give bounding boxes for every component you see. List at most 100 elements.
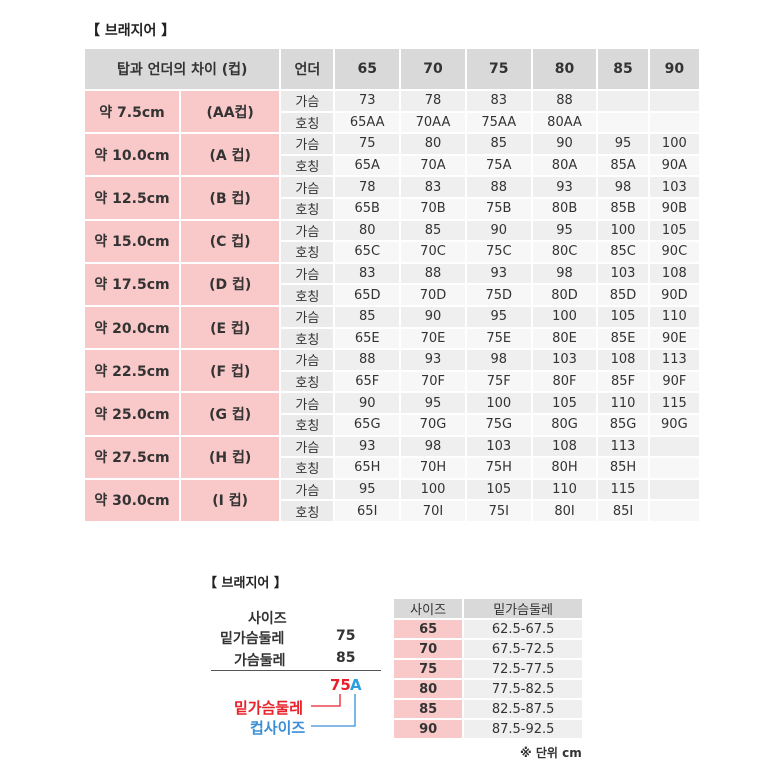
chest-value: 110 xyxy=(647,304,702,329)
cup-difference: 약 20.0cm xyxy=(83,304,181,351)
cup-label: (I 컵) xyxy=(178,477,282,523)
size-name: 80G xyxy=(530,412,599,437)
chest-value: 98 xyxy=(399,434,467,459)
table-row: 호칭 65D 70D 75D 80D 85D 90D xyxy=(84,283,702,307)
size-name: 70C xyxy=(399,240,467,264)
example-under-label: 밑가슴둘레 xyxy=(220,631,285,647)
column-header: 밑가슴둘레 xyxy=(462,597,584,620)
size-name: 85I xyxy=(596,499,650,523)
chest-value: 98 xyxy=(464,348,533,372)
size-name: 75D xyxy=(464,283,533,307)
chest-value: 90 xyxy=(333,391,402,415)
result-under: 75 xyxy=(330,676,351,694)
size-name: 75I xyxy=(464,499,533,523)
row-label: 호칭 xyxy=(279,412,336,437)
size-name: 75C xyxy=(464,240,533,264)
chest-value: 103 xyxy=(596,261,650,286)
table-row: 약 10.0cm (A 컵) 가슴 75 80 85 90 95 100 xyxy=(83,132,702,178)
row-label: 가슴 xyxy=(279,89,336,113)
row-label: 가슴 xyxy=(279,175,336,199)
size-value: 85 xyxy=(391,698,465,720)
size-name: 90G xyxy=(647,412,702,437)
size-name: 85D xyxy=(596,283,650,307)
size-name: 70D xyxy=(399,283,467,307)
size-name: 85C xyxy=(596,240,650,264)
size-name: 65B xyxy=(333,196,402,221)
chest-value: 100 xyxy=(647,132,702,156)
size-name: 85F xyxy=(596,369,650,394)
size-name: 70G xyxy=(399,412,467,437)
size-name: 65I xyxy=(333,499,402,523)
size-name: 80AA xyxy=(530,110,599,135)
chest-value: 93 xyxy=(333,434,402,459)
size-name: 85G xyxy=(596,412,650,437)
size-name xyxy=(596,110,650,135)
table-row: 약 30.0cm (I 컵) 가슴 95 100 105 110 115 xyxy=(83,477,702,523)
table-row: 호칭 65G 70G 75G 80G 85G 90G xyxy=(84,412,702,437)
table-row: 65 62.5-67.5 xyxy=(391,618,584,640)
chest-value: 83 xyxy=(464,89,533,113)
chest-value: 75 xyxy=(333,132,402,156)
column-header: 80 xyxy=(530,47,599,91)
under-range: 67.5-72.5 xyxy=(462,638,584,660)
chest-value: 110 xyxy=(596,391,650,415)
chest-value: 83 xyxy=(333,261,402,286)
chest-value: 85 xyxy=(333,304,402,329)
cup-difference: 약 25.0cm xyxy=(83,391,181,437)
under-range: 62.5-67.5 xyxy=(462,618,584,640)
size-value: 70 xyxy=(391,638,465,660)
cup-label: (E 컵) xyxy=(178,304,282,351)
chest-value: 78 xyxy=(399,89,467,113)
table-row: 90 87.5-92.5 xyxy=(391,718,584,740)
chest-value: 85 xyxy=(399,218,467,243)
cup-difference: 약 30.0cm xyxy=(83,477,181,523)
chest-value: 95 xyxy=(464,304,533,329)
size-name: 90C xyxy=(647,240,702,264)
chest-value: 88 xyxy=(399,261,467,286)
size-name: 90E xyxy=(647,326,702,351)
size-name: 85B xyxy=(596,196,650,221)
chest-value: 105 xyxy=(530,391,599,415)
cup-label: (AA컵) xyxy=(178,88,282,135)
table-row: 호칭 65B 70B 75B 80B 85B 90B xyxy=(84,196,702,221)
chest-value: 105 xyxy=(464,477,533,502)
table-row: 약 12.5cm (B 컵) 가슴 78 83 88 93 98 103 xyxy=(83,175,702,221)
chest-value: 105 xyxy=(647,218,702,243)
cup-difference: 약 22.5cm xyxy=(83,348,181,394)
chest-value: 115 xyxy=(647,391,702,415)
column-header: 85 xyxy=(596,47,650,91)
size-value: 65 xyxy=(391,618,465,640)
table-row: 약 17.5cm (D 컵) 가슴 83 88 93 98 103 108 xyxy=(83,261,702,307)
size-name: 65AA xyxy=(333,110,402,135)
cup-label: (C 컵) xyxy=(178,218,282,264)
chest-value xyxy=(647,89,702,113)
table-row: 호칭 65E 70E 75E 80E 85E 90E xyxy=(84,326,702,351)
bra-size-table: 탑과 언더의 차이 (컵) 언더 65 70 75 80 85 90 약 7.5cm (AA컵)… xyxy=(82,47,702,523)
row-label: 가슴 xyxy=(279,391,336,415)
chest-value: 98 xyxy=(530,261,599,286)
example-title: 【 브래지어 】 xyxy=(204,576,287,591)
cup-difference: 약 10.0cm xyxy=(83,132,181,178)
chest-value: 108 xyxy=(647,261,702,286)
size-name: 85H xyxy=(596,456,650,480)
size-name: 65F xyxy=(333,369,402,394)
unit-note: ※ 단위 cm xyxy=(520,746,582,760)
page-title: 【 브래지어 】 xyxy=(86,23,176,39)
chest-value xyxy=(647,477,702,502)
example-chest-value: 85 xyxy=(336,650,356,666)
size-name: 75A xyxy=(464,153,533,178)
row-label: 호칭 xyxy=(279,326,336,351)
chest-value: 93 xyxy=(464,261,533,286)
chest-value: 103 xyxy=(464,434,533,459)
size-name: 75G xyxy=(464,412,533,437)
column-header: 언더 xyxy=(279,47,336,91)
chest-value: 108 xyxy=(530,434,599,459)
size-name: 70I xyxy=(399,499,467,523)
size-name: 75E xyxy=(464,326,533,351)
size-name: 85E xyxy=(596,326,650,351)
size-name: 65D xyxy=(333,283,402,307)
under-range: 72.5-77.5 xyxy=(462,658,584,680)
size-name: 75H xyxy=(464,456,533,480)
row-label: 호칭 xyxy=(279,240,336,264)
